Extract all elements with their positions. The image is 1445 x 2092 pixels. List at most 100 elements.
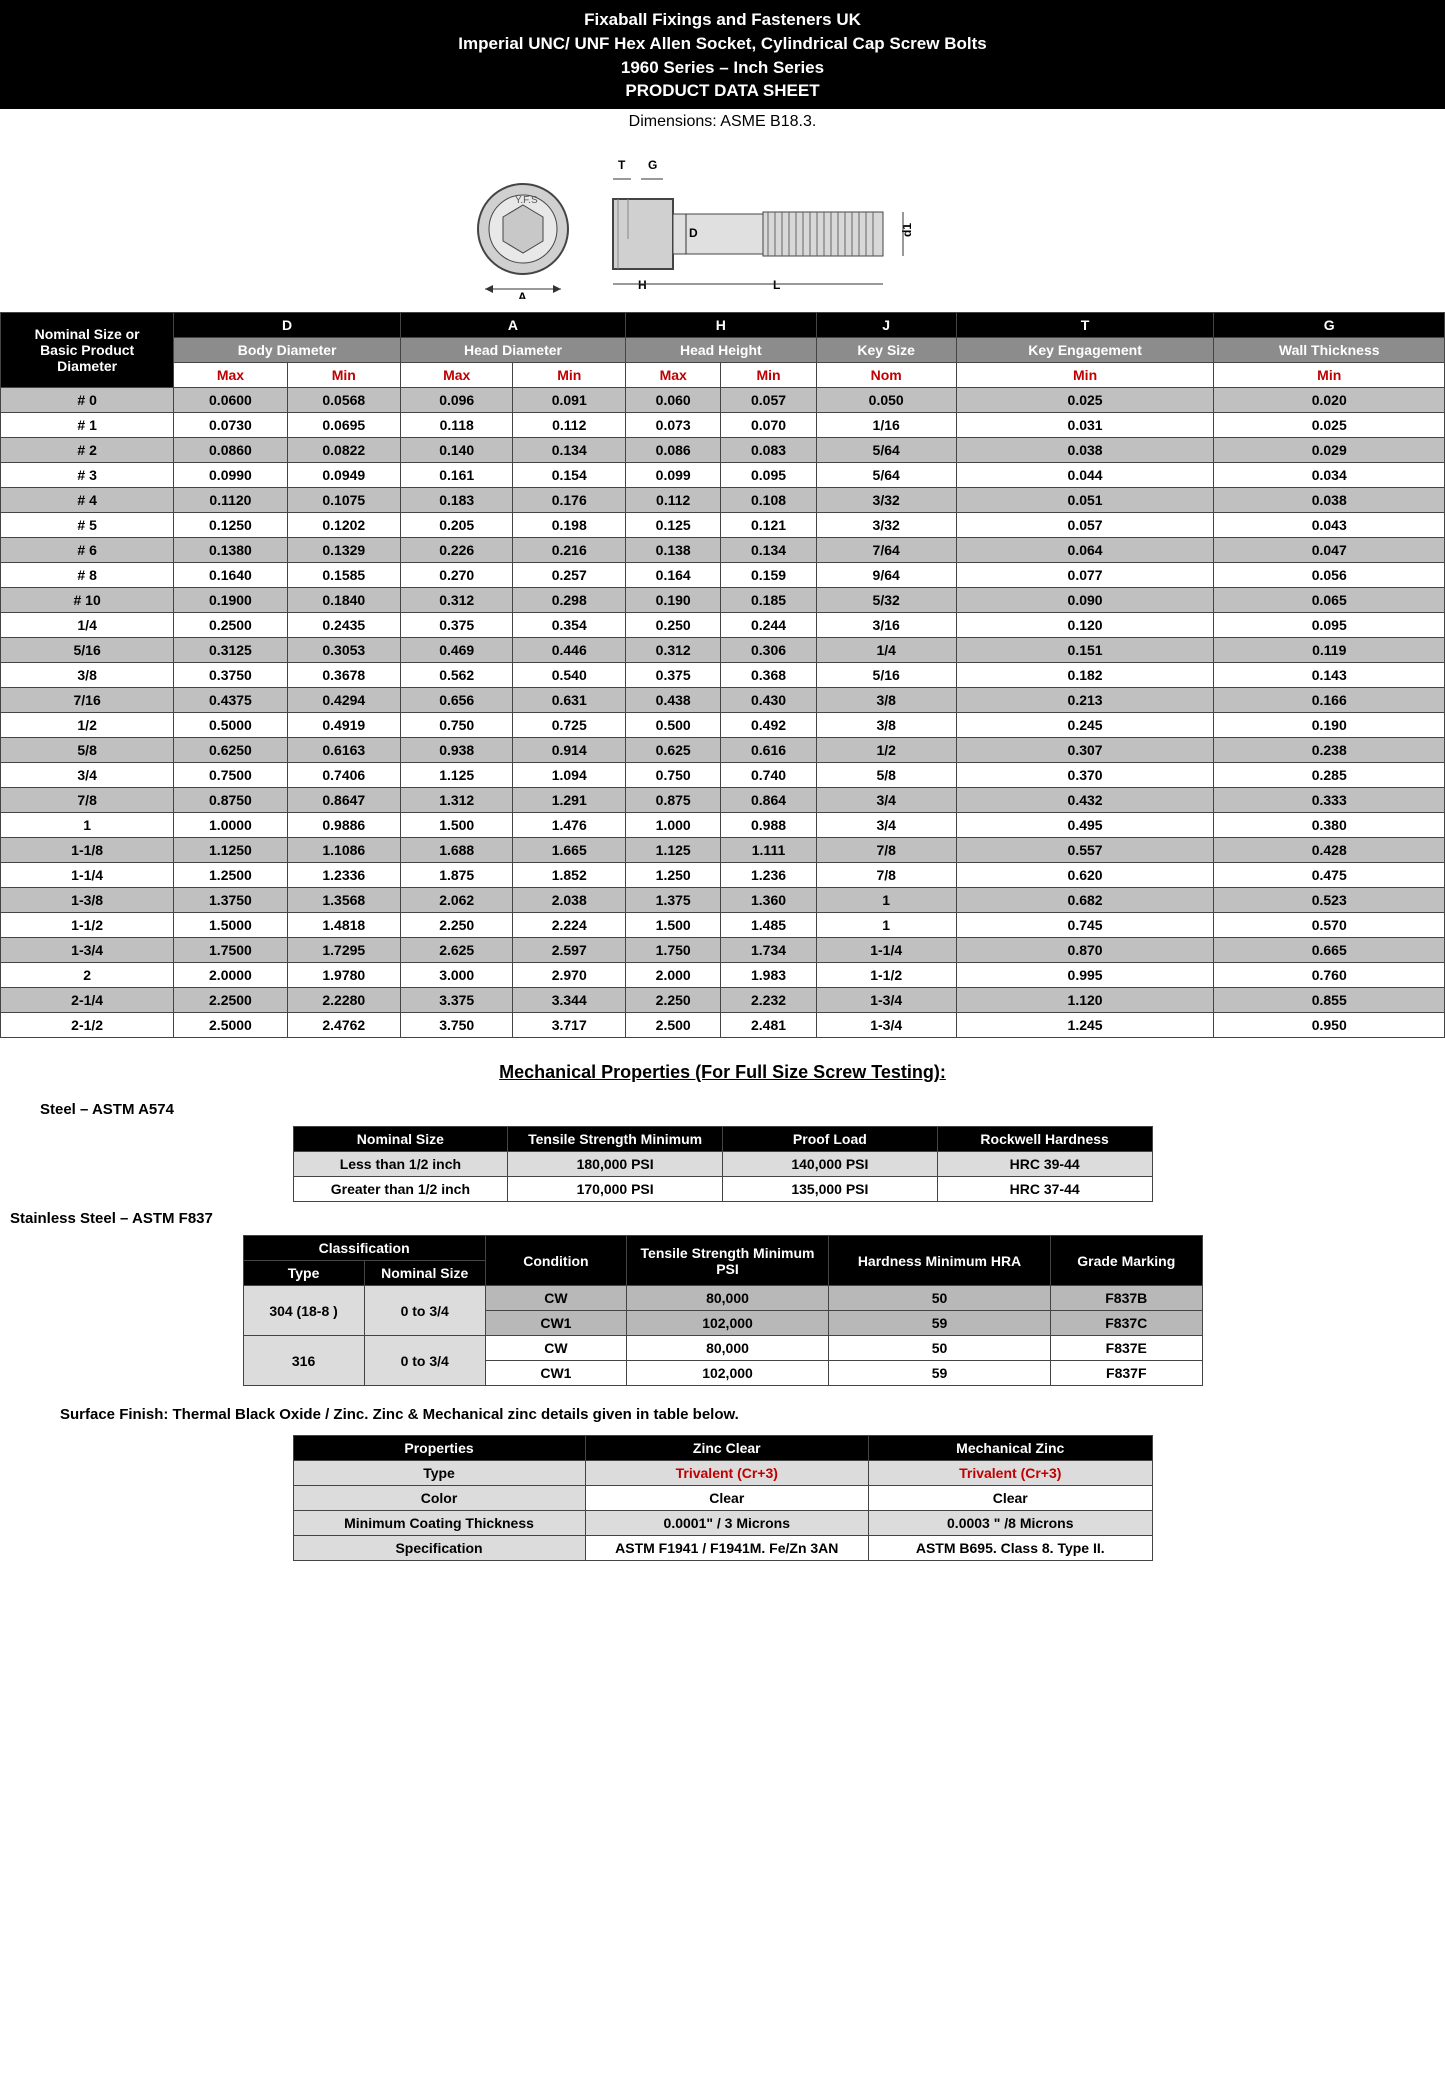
cell: 140,000 PSI: [723, 1152, 938, 1177]
cell: 0.161: [400, 463, 513, 488]
col-G: G: [1214, 313, 1445, 338]
cell: 1.250: [626, 863, 721, 888]
cell: 1.7500: [174, 938, 287, 963]
cell: 0.3678: [287, 663, 400, 688]
table-row: # 30.09900.09490.1610.1540.0990.0955/640…: [1, 463, 1445, 488]
cell: 1-1/4: [1, 863, 174, 888]
table-row: # 20.08600.08220.1400.1340.0860.0835/640…: [1, 438, 1445, 463]
cell: 1.688: [400, 838, 513, 863]
cell: 5/8: [1, 738, 174, 763]
cell: 0.164: [626, 563, 721, 588]
cell: 5/8: [816, 763, 956, 788]
cell: # 6: [1, 538, 174, 563]
cell: 0.557: [956, 838, 1214, 863]
cell: 1.3750: [174, 888, 287, 913]
cell: 0.134: [721, 538, 816, 563]
cell: 1.875: [400, 863, 513, 888]
cell: 0.083: [721, 438, 816, 463]
col-H: H: [626, 313, 817, 338]
table-row: Greater than 1/2 inch170,000 PSI135,000 …: [293, 1177, 1152, 1202]
ss-r2-hard: 50: [828, 1336, 1050, 1361]
cell: 0.665: [1214, 938, 1445, 963]
col-max-1: Max: [174, 363, 287, 388]
steel-col-1: Tensile Strength Minimum: [508, 1127, 723, 1152]
cell: 0.119: [1214, 638, 1445, 663]
cell: 2.038: [513, 888, 626, 913]
cell: # 10: [1, 588, 174, 613]
cell: 0.6163: [287, 738, 400, 763]
cell: 0.616: [721, 738, 816, 763]
ss-r3-tens: 102,000: [627, 1361, 829, 1386]
cell: 180,000 PSI: [508, 1152, 723, 1177]
ss-r0-cond: CW: [485, 1286, 626, 1311]
cell: 0.938: [400, 738, 513, 763]
cell: 0.031: [956, 413, 1214, 438]
cell: 0.4294: [287, 688, 400, 713]
cell: 2.5000: [174, 1013, 287, 1038]
mech-title: Mechanical Properties (For Full Size Scr…: [0, 1062, 1445, 1083]
cell: 0.8647: [287, 788, 400, 813]
cell: 0.056: [1214, 563, 1445, 588]
cell: 0.051: [956, 488, 1214, 513]
cell: 0.375: [400, 613, 513, 638]
cell: 0.125: [626, 513, 721, 538]
col-nominal-3: Diameter: [5, 358, 169, 374]
cell: Type: [293, 1461, 585, 1486]
cell: Minimum Coating Thickness: [293, 1511, 585, 1536]
cell: 3/32: [816, 513, 956, 538]
cell: 0.0001" / 3 Microns: [585, 1511, 868, 1536]
cell: 0.380: [1214, 813, 1445, 838]
col-max-2: Max: [400, 363, 513, 388]
col-height: Head Height: [626, 338, 817, 363]
cell: 2.0000: [174, 963, 287, 988]
cell: 0.0860: [174, 438, 287, 463]
table-row: # 60.13800.13290.2260.2160.1380.1347/640…: [1, 538, 1445, 563]
cell: 0.057: [956, 513, 1214, 538]
cell: 1-1/2: [1, 913, 174, 938]
cell: 0.7500: [174, 763, 287, 788]
cell: 0.205: [400, 513, 513, 538]
cell: 5/16: [816, 663, 956, 688]
cell: 2.481: [721, 1013, 816, 1038]
table-row: # 40.11200.10750.1830.1760.1120.1083/320…: [1, 488, 1445, 513]
ss-r2-tens: 80,000: [627, 1336, 829, 1361]
cell: 2-1/2: [1, 1013, 174, 1038]
header-line-2: Imperial UNC/ UNF Hex Allen Socket, Cyli…: [0, 32, 1445, 56]
cell: 1.476: [513, 813, 626, 838]
cell: 0.050: [816, 388, 956, 413]
col-head: Head Diameter: [400, 338, 625, 363]
cell: 0.620: [956, 863, 1214, 888]
cell: 0.500: [626, 713, 721, 738]
cell: 0.0822: [287, 438, 400, 463]
cell: 1.1086: [287, 838, 400, 863]
cell: 0.354: [513, 613, 626, 638]
cell: 2.250: [400, 913, 513, 938]
cell: 1-1/8: [1, 838, 174, 863]
cell: 0.138: [626, 538, 721, 563]
cell: 1.360: [721, 888, 816, 913]
cell: 0.134: [513, 438, 626, 463]
cell: 0.038: [956, 438, 1214, 463]
cell: 0.7406: [287, 763, 400, 788]
cell: 0.086: [626, 438, 721, 463]
col-min-4: Min: [956, 363, 1214, 388]
cell: 0.368: [721, 663, 816, 688]
cell: 1.375: [626, 888, 721, 913]
cell: 7/16: [1, 688, 174, 713]
cell: 0.3053: [287, 638, 400, 663]
cell: 3/4: [816, 788, 956, 813]
cell: # 5: [1, 513, 174, 538]
cell: 0.725: [513, 713, 626, 738]
ss-r0-type: 304 (18-8 ): [243, 1286, 364, 1336]
cell: 2.2500: [174, 988, 287, 1013]
col-max-3: Max: [626, 363, 721, 388]
cell: 0.118: [400, 413, 513, 438]
cell: 1: [816, 913, 956, 938]
cell: 0.864: [721, 788, 816, 813]
cell: 7/8: [816, 863, 956, 888]
fin-col-2: Mechanical Zinc: [869, 1436, 1152, 1461]
cell: Less than 1/2 inch: [293, 1152, 508, 1177]
cell: 0.1329: [287, 538, 400, 563]
cell: 0.077: [956, 563, 1214, 588]
cell: 0.070: [721, 413, 816, 438]
